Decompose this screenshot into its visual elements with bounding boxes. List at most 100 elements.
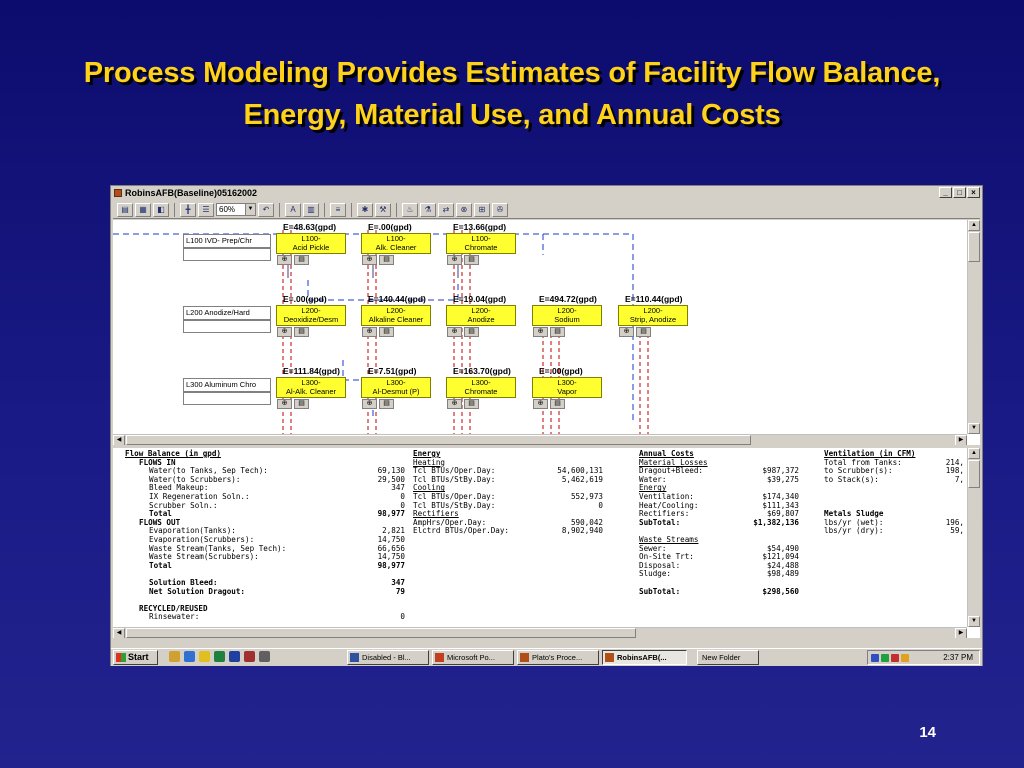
zoom-in-icon[interactable]: ⊕ <box>277 399 292 409</box>
antivirus-icon[interactable] <box>881 654 889 662</box>
zoom-in-icon[interactable]: ⊕ <box>277 327 292 337</box>
tank-l200-deoxidize[interactable]: L200- Deoxidize/Desm <box>276 305 346 326</box>
pipe-icon[interactable]: ⇄ <box>438 202 454 217</box>
scroll-right-icon[interactable]: ▶ <box>955 628 967 638</box>
scrubber-icon[interactable]: ✇ <box>492 202 508 217</box>
tank-icon[interactable]: ♨ <box>402 202 418 217</box>
tank-name: Chromate <box>464 387 498 396</box>
task-button[interactable]: Microsoft Po... <box>432 650 514 665</box>
properties-icon[interactable]: ▤ <box>464 327 479 337</box>
scroll-right-icon[interactable]: ▶ <box>955 435 967 445</box>
task-button[interactable]: Disabled - Bl... <box>347 650 429 665</box>
properties-icon[interactable]: ▤ <box>379 327 394 337</box>
report-line-label: to Stack(s): <box>824 474 879 484</box>
scroll-thumb[interactable] <box>968 232 980 262</box>
zoom-in-icon[interactable]: ⊕ <box>447 399 462 409</box>
outlook-icon[interactable] <box>199 651 210 662</box>
zoom-in-icon[interactable]: ⊕ <box>619 327 634 337</box>
maximize-button[interactable]: □ <box>953 187 966 198</box>
close-button[interactable]: × <box>967 187 980 198</box>
task-button[interactable]: New Folder <box>697 650 759 665</box>
report-vertical-scrollbar[interactable]: ▲ ▼ <box>967 448 980 627</box>
print-icon[interactable]: ▦ <box>135 202 151 217</box>
tank-l200-alkaline-cleaner[interactable]: L200- Alkaline Cleaner <box>361 305 431 326</box>
properties-icon[interactable]: ▤ <box>294 327 309 337</box>
tank-l300-al-desmut[interactable]: L300- Al-Desmut (P) <box>361 377 431 398</box>
window-titlebar[interactable]: RobinsAFB(Baseline)05162002 _ □ × <box>111 186 982 200</box>
word-icon[interactable] <box>229 651 240 662</box>
properties-icon[interactable]: ▤ <box>294 255 309 265</box>
zoom-in-icon[interactable]: ⊕ <box>362 255 377 265</box>
grid-icon[interactable]: ╋ <box>180 202 196 217</box>
powerpoint-icon[interactable] <box>244 651 255 662</box>
tank-l200-sodium[interactable]: L200- Sodium <box>532 305 602 326</box>
zoom-select[interactable]: 60% ▼ <box>216 203 256 216</box>
properties-icon[interactable]: ▤ <box>379 255 394 265</box>
alert-icon[interactable] <box>891 654 899 662</box>
tank-l200-strip-anodize[interactable]: L200- Strip, Anodize <box>618 305 688 326</box>
properties-icon[interactable]: ▤ <box>636 327 651 337</box>
browser-icon[interactable] <box>184 651 195 662</box>
minimize-button[interactable]: _ <box>939 187 952 198</box>
desktop-icon[interactable] <box>169 651 180 662</box>
table-icon[interactable]: ▥ <box>303 202 319 217</box>
properties-icon[interactable]: ▤ <box>464 399 479 409</box>
tank-l300-chromate[interactable]: L300- Chromate <box>446 377 516 398</box>
scroll-up-icon[interactable]: ▲ <box>968 220 980 231</box>
zoom-in-icon[interactable]: ⊕ <box>447 327 462 337</box>
properties-icon[interactable]: ▤ <box>379 399 394 409</box>
scroll-down-icon[interactable]: ▼ <box>968 616 980 627</box>
tank-l100-acid-pickle[interactable]: L100- Acid Pickle <box>276 233 346 254</box>
properties-icon[interactable]: ▤ <box>550 327 565 337</box>
diagram-horizontal-scrollbar[interactable]: ◀ ▶ <box>113 434 967 445</box>
preview-icon[interactable]: ◧ <box>153 202 169 217</box>
tank-l200-anodize[interactable]: L200- Anodize <box>446 305 516 326</box>
properties-icon[interactable]: ▤ <box>550 399 565 409</box>
task-button-active[interactable]: RobinsAFB(... <box>602 650 687 665</box>
line-label-l300[interactable]: L300 Aluminum Chro <box>183 378 271 392</box>
report-line-label: Bleed Makeup: <box>149 483 209 493</box>
properties-icon[interactable]: ▤ <box>294 399 309 409</box>
line-label-l200[interactable]: L200 Anodize/Hard <box>183 306 271 320</box>
zoom-in-icon[interactable]: ⊕ <box>362 399 377 409</box>
wrench-icon[interactable]: ⚒ <box>375 202 391 217</box>
tank-l300-vapor[interactable]: L300- Vapor <box>532 377 602 398</box>
report-horizontal-scrollbar[interactable]: ◀ ▶ <box>113 627 967 638</box>
scroll-left-icon[interactable]: ◀ <box>113 628 125 638</box>
list-icon[interactable]: ≡ <box>330 202 346 217</box>
diagram-vertical-scrollbar[interactable]: ▲ ▼ <box>967 220 980 434</box>
zoom-in-icon[interactable]: ⊕ <box>533 399 548 409</box>
process-diagram[interactable]: L100 IVD- Prep/Chr L200 Anodize/Hard L30… <box>113 220 980 445</box>
scroll-thumb[interactable] <box>126 435 751 445</box>
align-icon[interactable]: ☰ <box>198 202 214 217</box>
text-icon[interactable]: A <box>285 202 301 217</box>
scroll-down-icon[interactable]: ▼ <box>968 423 980 434</box>
excel-icon[interactable] <box>214 651 225 662</box>
chemical-icon[interactable]: ⚗ <box>420 202 436 217</box>
tank-l100-chromate[interactable]: L100- Chromate <box>446 233 516 254</box>
tools-icon[interactable]: ✱ <box>357 202 373 217</box>
zoom-in-icon[interactable]: ⊕ <box>277 255 292 265</box>
volume-icon[interactable] <box>901 654 909 662</box>
zoom-in-icon[interactable]: ⊕ <box>362 327 377 337</box>
zoom-in-icon[interactable]: ⊕ <box>533 327 548 337</box>
zoom-in-icon[interactable]: ⊕ <box>447 255 462 265</box>
tank-l300-al-alk-cleaner[interactable]: L300- Al-Alk. Cleaner <box>276 377 346 398</box>
undo-icon[interactable]: ↶ <box>258 202 274 217</box>
results-report[interactable]: Flow Balance (in gpd) FLOWS IN Water(to Ta… <box>113 448 980 638</box>
waste-icon[interactable]: ⊞ <box>474 202 490 217</box>
properties-icon[interactable]: ▤ <box>464 255 479 265</box>
tank-l100-alk-cleaner[interactable]: L100- Alk. Cleaner <box>361 233 431 254</box>
valve-icon[interactable]: ⊗ <box>456 202 472 217</box>
scroll-left-icon[interactable]: ◀ <box>113 435 125 445</box>
scroll-up-icon[interactable]: ▲ <box>968 448 980 459</box>
scroll-thumb[interactable] <box>968 460 980 488</box>
scroll-thumb[interactable] <box>126 628 636 638</box>
task-button[interactable]: Plato's Proce... <box>517 650 599 665</box>
save-icon[interactable]: ▤ <box>117 202 133 217</box>
explorer-icon[interactable] <box>259 651 270 662</box>
start-button[interactable]: Start <box>113 650 158 665</box>
network-icon[interactable] <box>871 654 879 662</box>
line-label-l100[interactable]: L100 IVD- Prep/Chr <box>183 234 271 248</box>
app-window: RobinsAFB(Baseline)05162002 _ □ × ▤ ▦ ◧ … <box>110 185 983 666</box>
